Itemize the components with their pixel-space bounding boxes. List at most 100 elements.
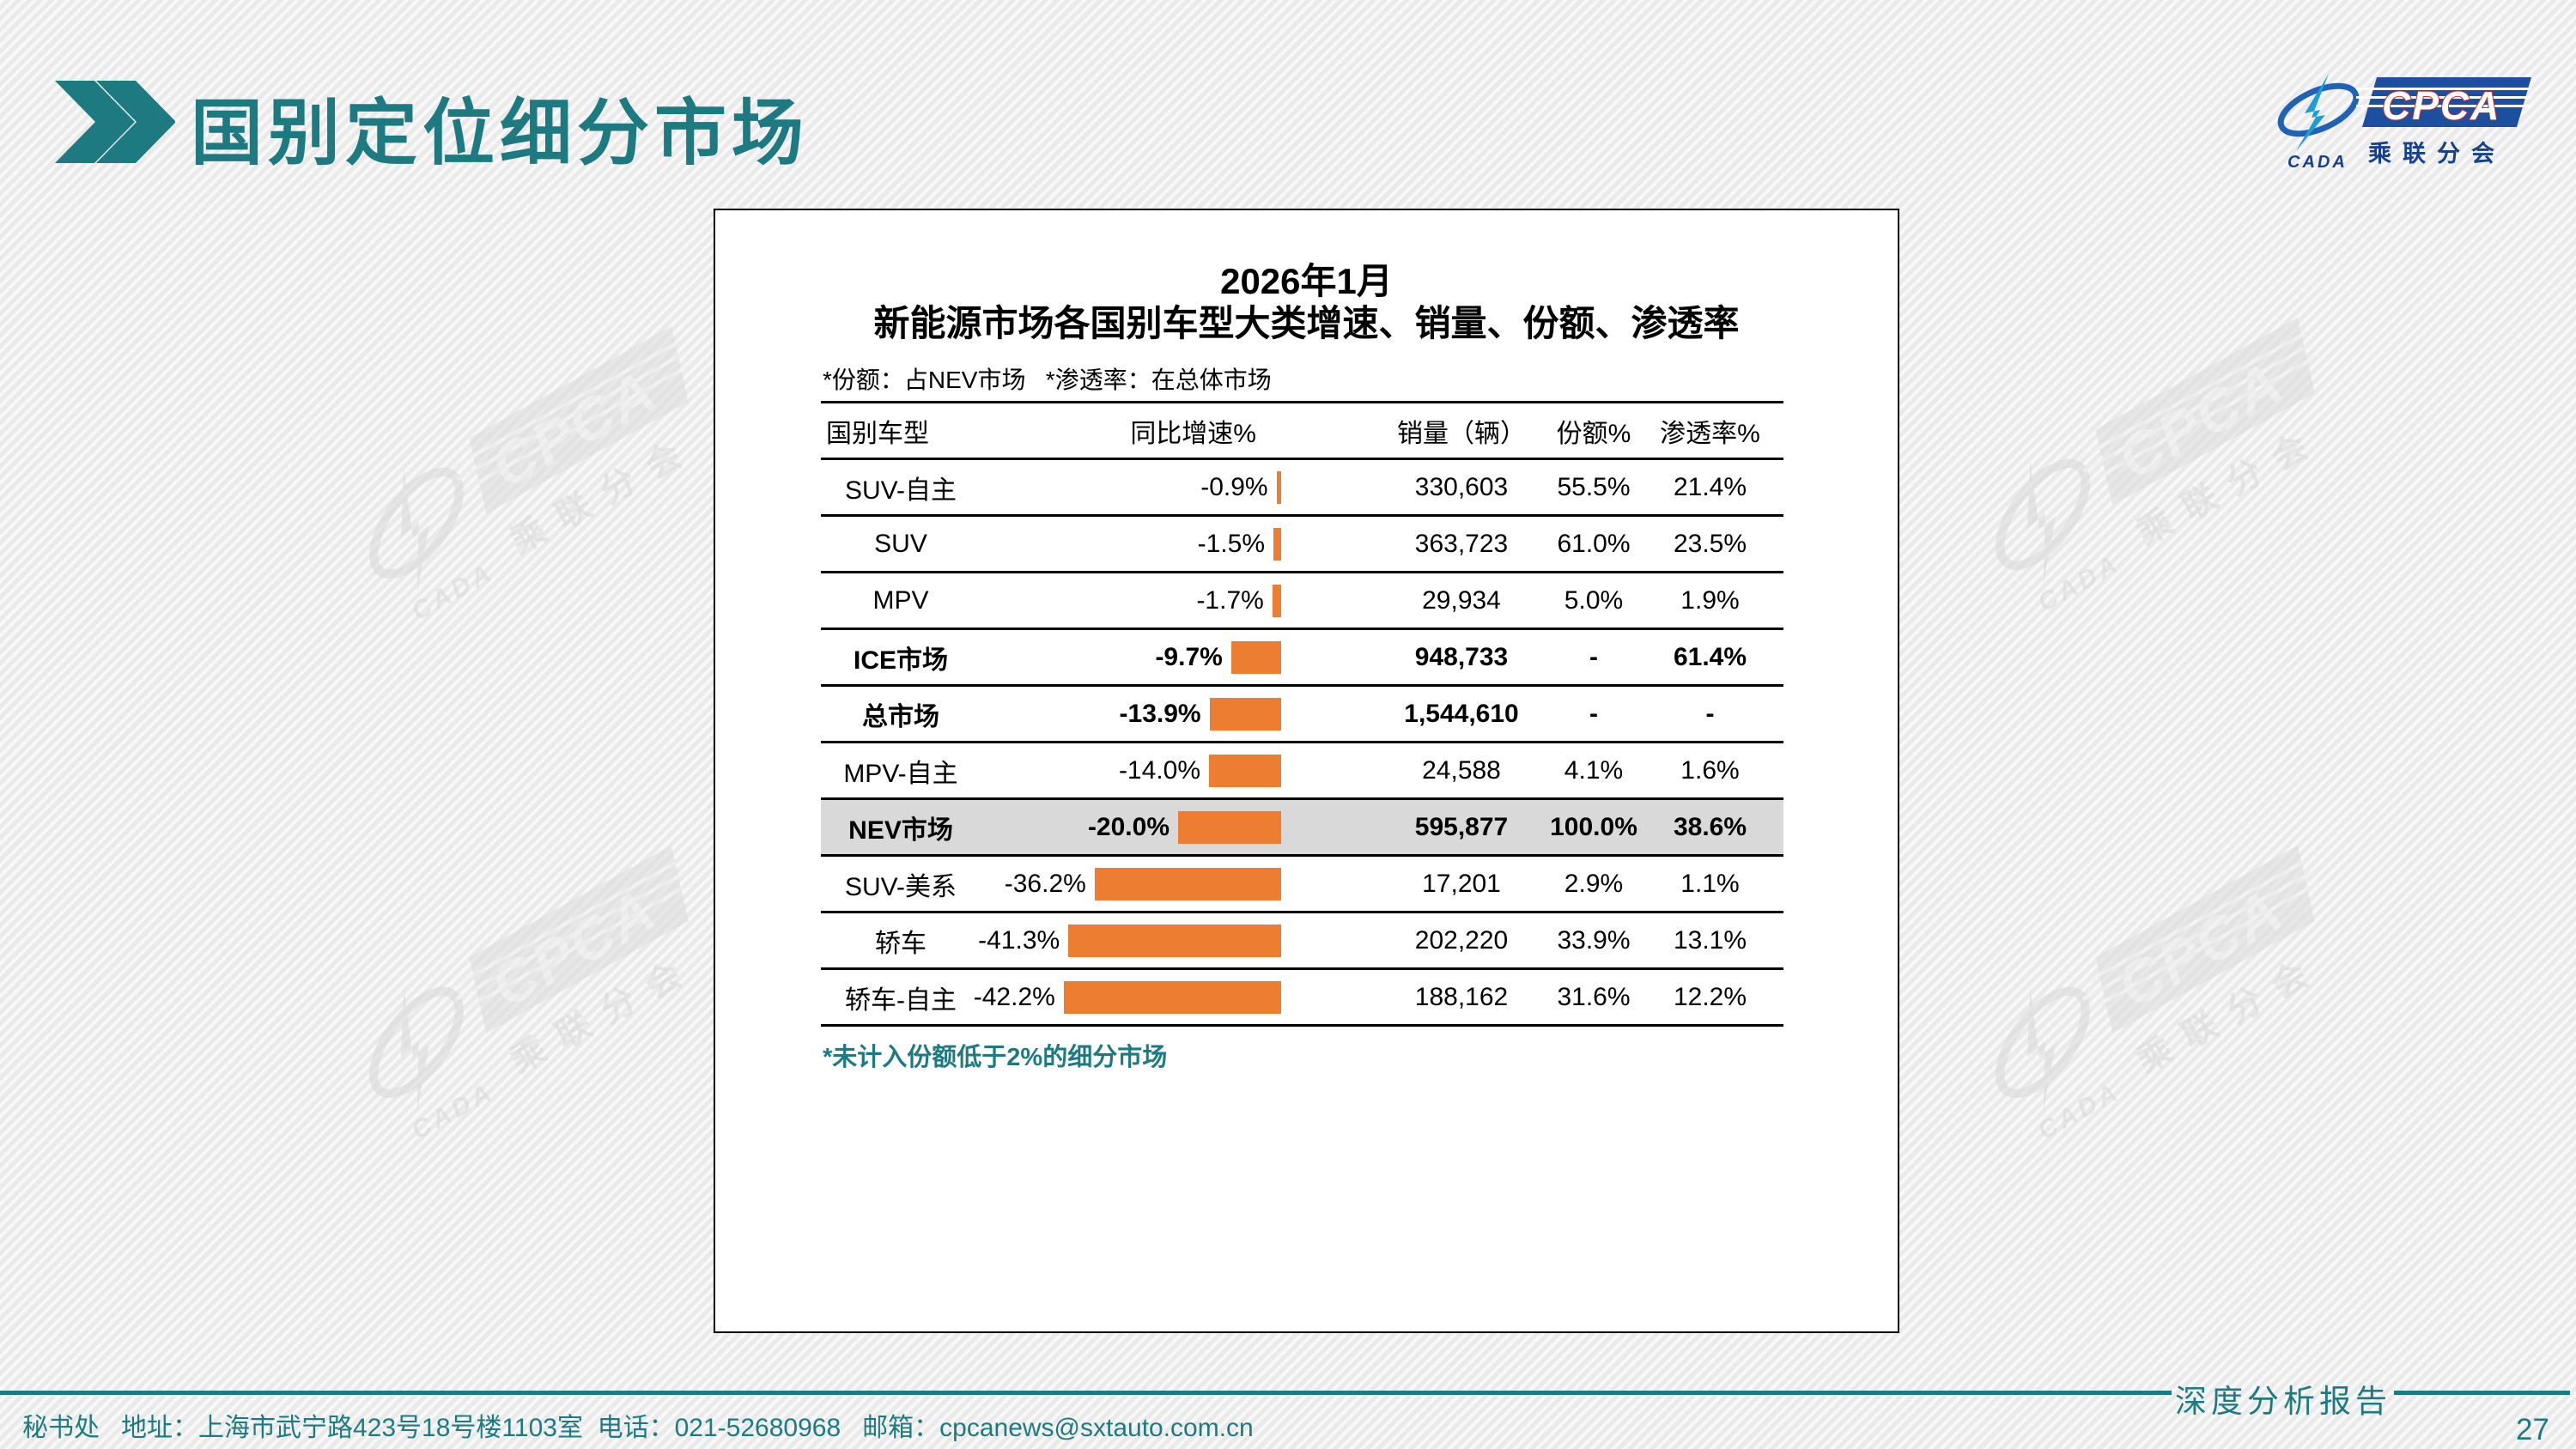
row-label: NEV市场 [848,815,953,845]
penetration-value: 1.1% [1680,869,1740,898]
spacer [1281,800,1372,854]
sales-value: 330,603 [1414,472,1509,501]
column-header-share: 份额% [1556,419,1631,448]
table-header-row: 国别车型 同比增速% 销量（辆） 份额% 渗透率% [821,403,1783,460]
chart-title-line1: 2026年1月 [1220,261,1393,301]
sales-value: 363,723 [1414,529,1509,558]
double-chevron-icon [55,81,175,163]
penetration-value: 38.6% [1673,812,1747,841]
spacer [1281,970,1372,1024]
cpca-watermark [1949,834,2373,1159]
penetration-value: 23.5% [1673,529,1747,558]
growth-cell: -20.0% [981,800,1281,854]
row-label: ICE市场 [853,646,948,675]
chart-panel: 2026年1月 新能源市场各国别车型大类增速、销量、份额、渗透率 *份额：占NE… [714,209,1899,1333]
share-value: 2.9% [1564,869,1624,898]
penetration-value: 21.4% [1673,472,1747,501]
spacer [1281,573,1372,627]
penetration-value: 61.4% [1673,642,1747,671]
penetration-value: 1.9% [1680,585,1740,615]
table-row: SUV-自主 -0.9% 330,603 55.5% 21.4% [821,460,1783,517]
spacer [1281,517,1372,571]
growth-value: -42.2% [973,982,1055,1011]
footer-contact-info: 秘书处 地址：上海市武宁路423号18号楼1103室 电话：021-526809… [22,1414,1254,1442]
growth-cell: -14.0% [981,743,1281,797]
growth-cell: -36.2% [981,857,1281,911]
growth-value: -13.9% [1119,699,1201,728]
growth-cell: -1.7% [981,573,1281,627]
share-value: - [1589,642,1598,671]
share-value: 33.9% [1557,925,1631,955]
table-row: NEV市场 -20.0% 595,877 100.0% 38.6% [821,800,1783,857]
chart-footnote: *未计入份额低于2%的细分市场 [823,1044,1168,1071]
growth-cell: -9.7% [981,630,1281,684]
share-value: 61.0% [1557,529,1631,558]
sales-value: 1,544,610 [1404,699,1519,728]
sales-value: 24,588 [1422,755,1501,785]
table-row: SUV -1.5% 363,723 61.0% 23.5% [821,517,1783,573]
row-label: SUV-自主 [844,476,957,505]
column-header-penetration: 渗透率% [1660,419,1760,448]
column-header-growth: 同比增速% [1130,419,1256,448]
logo-cada-text: CADA [2287,153,2348,171]
row-label: MPV-自主 [843,759,958,788]
growth-value: -14.0% [1118,755,1200,785]
share-value: 31.6% [1557,982,1631,1011]
spacer [1281,687,1372,741]
column-header-sales: 销量（辆） [1397,419,1526,448]
table-row: ICE市场 -9.7% 948,733 - 61.4% [821,630,1783,687]
column-header-spacer [1281,403,1372,458]
spacer [1281,743,1372,797]
cpca-watermark [1949,306,2373,631]
row-label: MPV [872,585,929,615]
growth-bar [1276,470,1281,504]
share-value: 100.0% [1550,812,1637,841]
sales-value: 595,877 [1414,812,1509,841]
share-value: 4.1% [1564,755,1624,785]
penetration-value: - [1705,699,1715,728]
penetration-value: 13.1% [1673,925,1747,955]
row-label: 轿车-自主 [845,985,957,1015]
page-title: 国别定位细分市场 [191,93,810,173]
table-row: 轿车-自主 -42.2% 188,162 31.6% 12.2% [821,970,1783,1027]
table-row: MPV -1.7% 29,934 5.0% 1.9% [821,573,1783,630]
spacer [1281,630,1372,684]
data-table: 国别车型 同比增速% 销量（辆） 份额% 渗透率% SUV-自主 -0.9% 330… [821,401,1783,1027]
table-body: SUV-自主 -0.9% 330,603 55.5% 21.4% SUV -1.5% 363,… [821,460,1783,1027]
growth-cell: -41.3% [978,913,1281,967]
sales-value: 188,162 [1414,982,1509,1011]
chart-title: 2026年1月 新能源市场各国别车型大类增速、销量、份额、渗透率 [715,260,1898,344]
growth-bar [1094,867,1281,900]
growth-bar [1178,810,1281,844]
table-row: SUV-美系 -36.2% 17,201 2.9% 1.1% [821,857,1783,913]
growth-bar [1063,980,1281,1014]
growth-value: -41.3% [978,925,1060,955]
growth-value: -0.9% [1200,472,1268,501]
share-value: 55.5% [1557,472,1631,501]
growth-cell: -1.5% [981,517,1281,571]
report-type-label: 深度分析报告 [2175,1385,2391,1420]
growth-bar [1273,527,1281,561]
penetration-value: 12.2% [1673,982,1747,1011]
sales-value: 202,220 [1414,925,1509,955]
logo-branch-text: 乘联分会 [2367,141,2506,167]
growth-bar [1209,754,1281,787]
sales-value: 29,934 [1422,585,1501,615]
growth-bar [1209,697,1281,731]
row-label: 总市场 [862,702,939,731]
growth-value: -1.5% [1197,529,1265,558]
growth-value: -36.2% [1004,869,1086,898]
cpca-logo: CADA CPCA 乘联分会 [2277,74,2531,171]
growth-bar [1272,584,1281,617]
chart-note: *份额：占NEV市场 *渗透率：在总体市场 [823,367,1272,393]
column-header-category: 国别车型 [826,419,929,448]
growth-cell: -13.9% [981,687,1281,741]
growth-value: -9.7% [1155,642,1223,671]
chart-title-line2: 新能源市场各国别车型大类增速、销量、份额、渗透率 [873,303,1740,343]
table-row: MPV-自主 -14.0% 24,588 4.1% 1.6% [821,743,1783,800]
sales-value: 948,733 [1414,642,1509,671]
cpca-watermark [323,315,747,640]
row-label: SUV [874,529,927,558]
cpca-watermark [323,834,747,1159]
